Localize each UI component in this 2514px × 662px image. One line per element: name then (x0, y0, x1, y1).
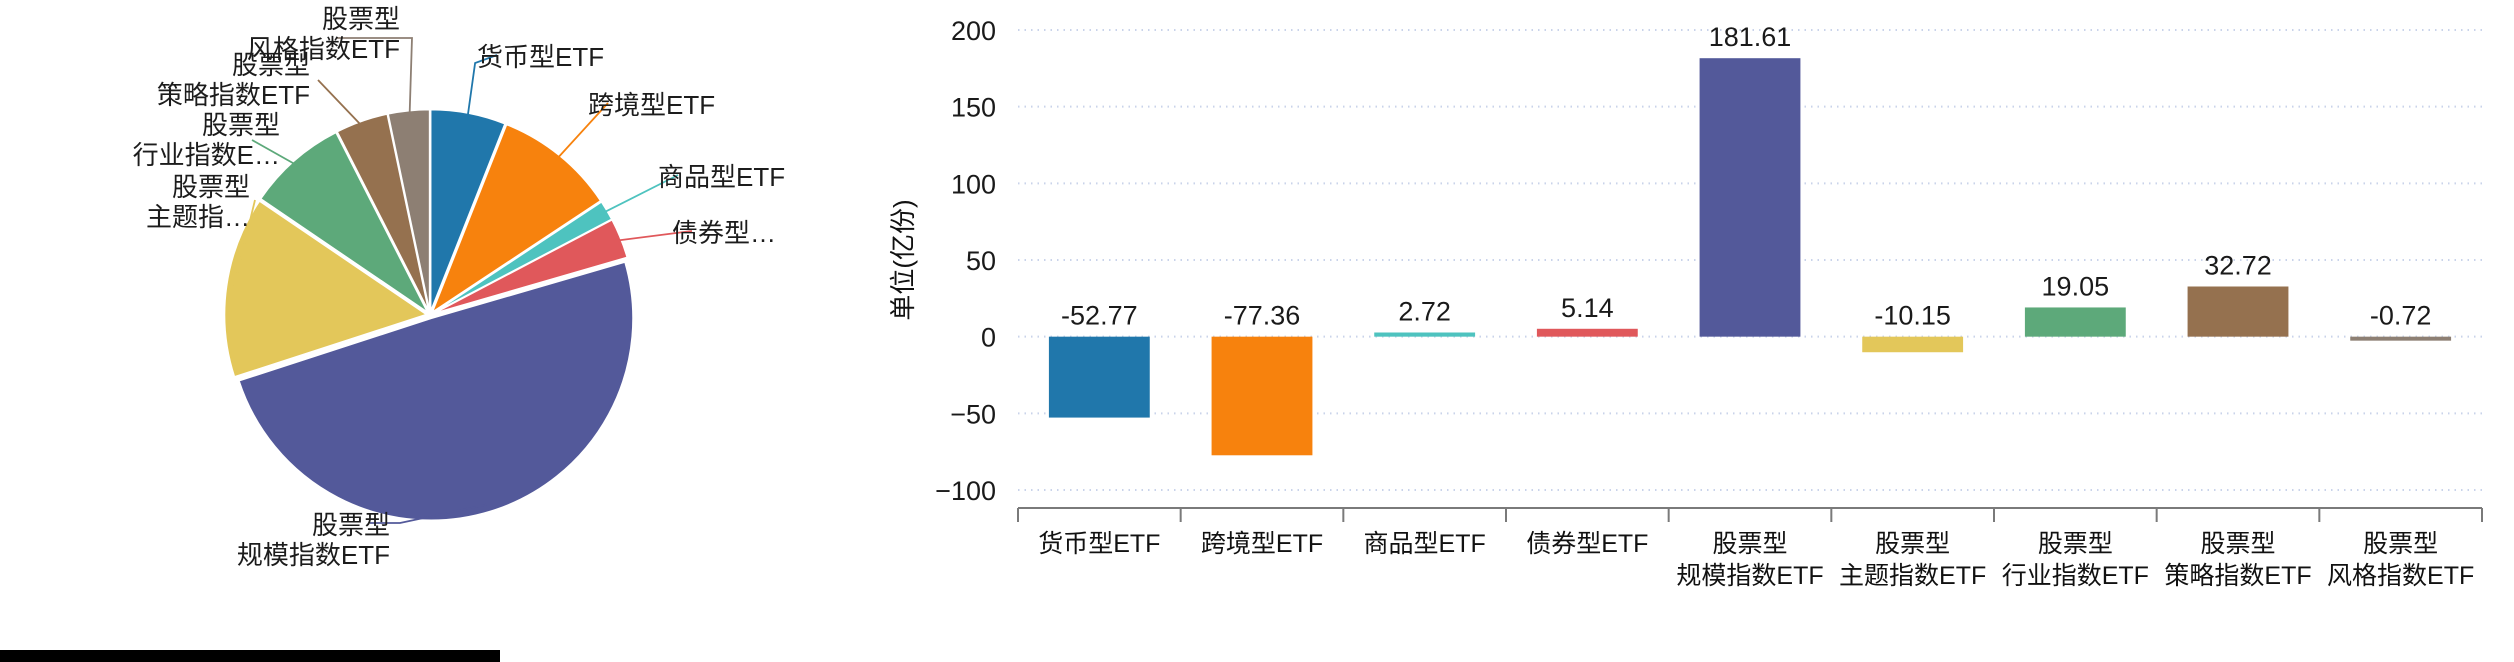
y-axis-title-text: 单位(亿份) (888, 199, 918, 320)
x-category-label-6-line-1: 行业指数ETF (2002, 562, 2149, 590)
pie-label-bond: 债券型… (672, 218, 777, 248)
bar-value-label-5: -10.15 (1874, 301, 1951, 331)
bar-1[interactable] (1211, 336, 1313, 456)
y-tick-label--50: −50 (950, 399, 996, 429)
y-axis-ticks: 200 150 100 50 0 −50 −100 (935, 16, 996, 506)
bar-value-label-2: 2.72 (1398, 296, 1451, 326)
bar-value-labels: -52.77 -77.36 2.72 5.14 181.61 -10.15 19.05 32.… (1061, 22, 2431, 330)
pie-slice-7[interactable] (336, 113, 430, 313)
x-axis (1017, 507, 2483, 522)
bar-value-label-0: -52.77 (1061, 301, 1138, 331)
bar-value-label-6: 19.05 (2042, 271, 2110, 301)
x-category-label-0-line-0: 货币型ETF (1038, 530, 1160, 558)
y-tick-label-0: 0 (981, 323, 996, 353)
pie-leader-line-6 (251, 139, 300, 168)
pie-slices (223, 108, 634, 522)
y-tick-label-50: 50 (966, 246, 996, 276)
bar-value-label-3: 5.14 (1561, 293, 1614, 323)
pie-label-style-index: 股票型 风格指数ETF (246, 4, 400, 64)
pie-label-crossborder: 跨境型ETF (588, 90, 716, 120)
y-tick-label-200: 200 (951, 16, 996, 46)
bottom-black-bar (0, 650, 500, 662)
bar-chart-panel: 200 150 100 50 0 −50 −100 -52.77 -77.36 2.72 5.14… (840, 0, 2514, 620)
bar-6[interactable] (2024, 307, 2126, 337)
x-category-label-5-line-0: 股票型 (1875, 530, 1950, 558)
bar-4[interactable] (1699, 58, 1801, 337)
pie-slice-8[interactable] (387, 108, 431, 312)
bars (1048, 58, 2452, 456)
pie-leader-line-8 (337, 37, 413, 119)
bar-value-label-8: -0.72 (2370, 301, 2432, 331)
pie-leader-lines (233, 37, 693, 524)
x-category-label-7-line-1: 策略指数ETF (2164, 562, 2311, 590)
bar-2[interactable] (1374, 332, 1476, 337)
pie-slice-6[interactable] (259, 131, 429, 314)
pie-label-industry-index: 股票型 行业指数E… (132, 110, 280, 170)
bar-8[interactable] (2350, 336, 2452, 341)
x-category-label-5-line-1: 主题指数ETF (1839, 562, 1986, 590)
pie-leader-line-5 (233, 199, 256, 288)
bar-0[interactable] (1048, 336, 1150, 418)
bar-7[interactable] (2187, 286, 2289, 337)
bar-3[interactable] (1536, 328, 1638, 337)
pie-slice-3[interactable] (432, 218, 629, 315)
pie-leader-line-3 (613, 230, 693, 242)
x-category-label-7-line-0: 股票型 (2200, 530, 2275, 558)
y-axis-title: 单位(亿份) (888, 199, 918, 320)
x-category-label-4-line-1: 规模指数ETF (1676, 562, 1823, 590)
bar-chart-svg: 200 150 100 50 0 −50 −100 -52.77 -77.36 2.72 5.14… (888, 16, 2483, 590)
x-category-label-3-line-0: 债券型ETF (1526, 530, 1648, 558)
pie-label-strategy-index: 股票型 策略指数ETF (156, 50, 310, 110)
pie-label-currency: 货币型ETF (477, 42, 605, 72)
pie-leader-line-7 (317, 79, 365, 129)
bar-value-label-4: 181.61 (1709, 22, 1792, 52)
pie-chart-panel: 股票型 风格指数ETF 股票型 策略指数ETF 股票型 行业指数E… 股票型 主… (0, 0, 840, 600)
pie-label-theme-index: 股票型 主题指… (145, 172, 250, 232)
x-category-label-1-line-0: 跨境型ETF (1201, 530, 1323, 558)
pie-leader-line-4 (370, 503, 489, 524)
bar-5[interactable] (1862, 336, 1964, 353)
bar-value-label-7: 32.72 (2204, 250, 2272, 280)
pie-slice-4[interactable] (237, 260, 634, 522)
y-tick-label-150: 150 (951, 93, 996, 123)
x-category-label-8-line-1: 风格指数ETF (2327, 562, 2474, 590)
y-tick-label--100: −100 (935, 476, 996, 506)
x-category-label-8-line-0: 股票型 (2363, 530, 2438, 558)
x-category-label-2-line-0: 商品型ETF (1364, 530, 1486, 558)
x-category-label-6-line-0: 股票型 (2038, 530, 2113, 558)
pie-leader-line-0 (466, 54, 498, 121)
bar-value-label-1: -77.36 (1224, 301, 1301, 331)
pie-leader-line-1 (554, 102, 609, 162)
y-tick-label-100: 100 (951, 169, 996, 199)
pie-label-commodity: 商品型ETF (658, 162, 786, 192)
pie-label-scale-index: 股票型 规模指数ETF (236, 510, 390, 570)
x-category-label-4-line-0: 股票型 (1712, 530, 1787, 558)
pie-leader-line-2 (600, 174, 679, 216)
pie-chart-svg (223, 37, 693, 524)
